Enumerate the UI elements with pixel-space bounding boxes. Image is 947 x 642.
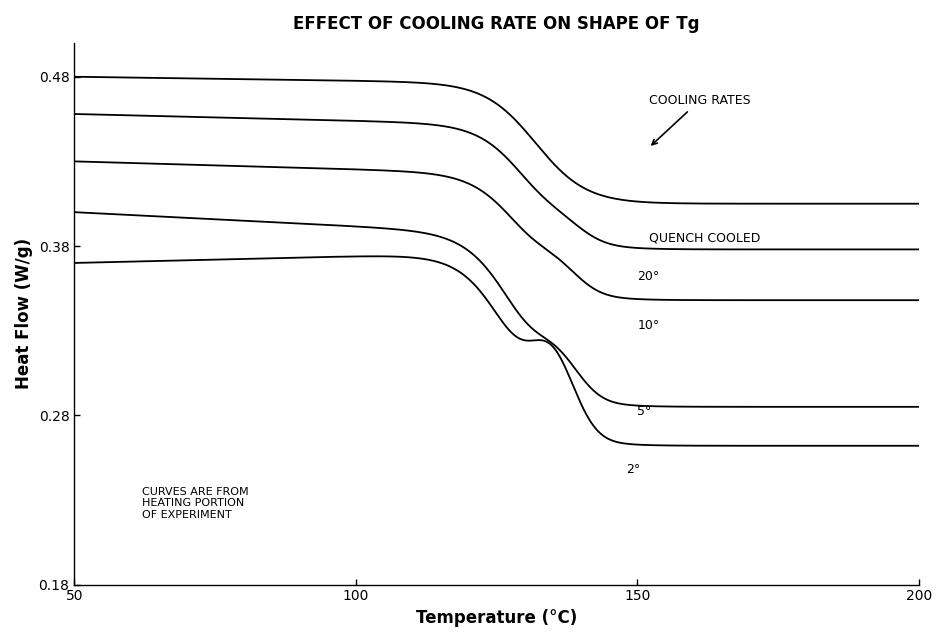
- X-axis label: Temperature (°C): Temperature (°C): [416, 609, 578, 627]
- Text: 20°: 20°: [637, 270, 660, 283]
- Title: EFFECT OF COOLING RATE ON SHAPE OF Tg: EFFECT OF COOLING RATE ON SHAPE OF Tg: [294, 15, 700, 33]
- Text: 10°: 10°: [637, 319, 660, 332]
- Text: 5°: 5°: [637, 405, 652, 419]
- Text: 2°: 2°: [626, 463, 640, 476]
- Text: QUENCH COOLED: QUENCH COOLED: [649, 232, 760, 245]
- Text: COOLING RATES: COOLING RATES: [649, 94, 750, 144]
- Y-axis label: Heat Flow (W/g): Heat Flow (W/g): [15, 238, 33, 389]
- Text: CURVES ARE FROM
HEATING PORTION
OF EXPERIMENT: CURVES ARE FROM HEATING PORTION OF EXPER…: [142, 487, 248, 520]
